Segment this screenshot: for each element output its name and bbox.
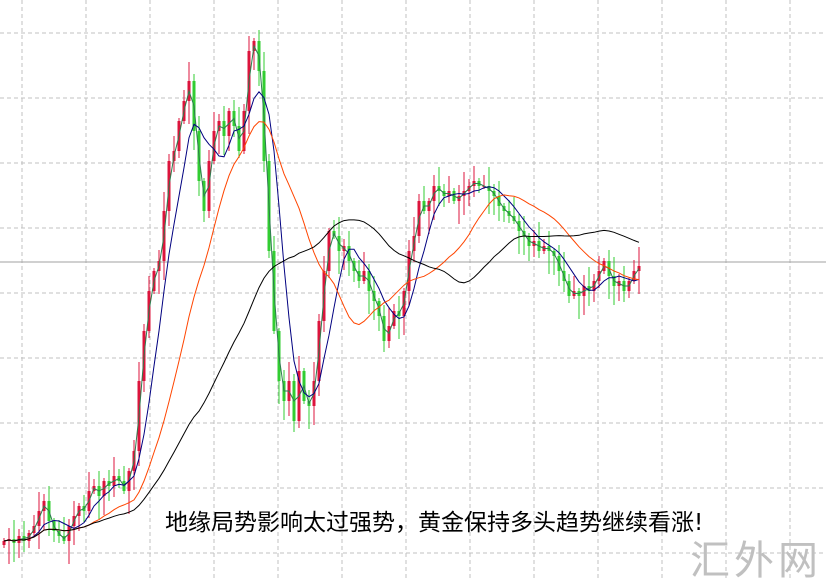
watermark-logo: 汇外网 [690,538,822,581]
ma-fast-line [3,44,640,542]
ma-long-line [3,219,640,542]
candle-up [2,541,6,545]
chart-caption: 地缘局势影响太过强势，黄金保持多头趋势继续看涨! [165,510,704,536]
ma-mid-line [3,90,640,542]
ma-slow-line [3,121,640,542]
